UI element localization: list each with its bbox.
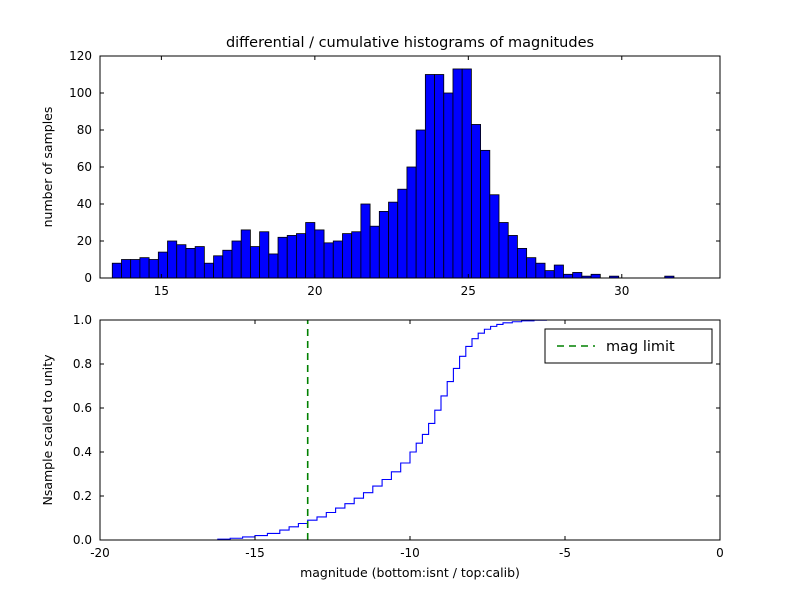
histogram-bar <box>507 235 518 279</box>
histogram-bar <box>323 242 334 279</box>
cumulative-step-line <box>100 319 720 541</box>
y-tick-label: 40 <box>77 197 92 211</box>
x-tick-label: -20 <box>90 546 110 560</box>
histogram-bar <box>231 240 242 279</box>
histogram-bar <box>526 257 537 279</box>
x-tick-label: -10 <box>400 546 420 560</box>
histogram-bar <box>388 201 399 279</box>
x-tick-label: 25 <box>461 284 476 298</box>
histogram-bar <box>222 249 233 279</box>
x-tick-label: -5 <box>559 546 571 560</box>
y-tick-label: 100 <box>69 86 92 100</box>
histogram-bar <box>240 229 251 279</box>
histogram-bar <box>176 244 187 279</box>
histogram-bar <box>194 246 205 279</box>
histogram-bar <box>590 273 601 279</box>
histogram-bar <box>369 225 380 279</box>
y-tick-label: 1.0 <box>73 313 92 327</box>
bottom-axes-cumulative-histogram: -20 -15 -10 -5 0 0.0 0.2 0.4 0.6 0.8 1.0 <box>73 313 724 560</box>
histogram-bar <box>296 233 307 279</box>
y-tick-label: 0 <box>84 271 92 285</box>
histogram-bar <box>535 262 546 279</box>
histogram-bar <box>305 222 316 279</box>
histogram-bar <box>443 92 454 279</box>
y-tick-label: 20 <box>77 234 92 248</box>
histogram-bar <box>185 247 196 279</box>
histogram-bar <box>461 68 472 279</box>
histogram-bar <box>470 124 481 279</box>
histogram-bar <box>157 251 168 279</box>
histogram-bar <box>121 259 132 279</box>
histogram-bar <box>259 231 270 279</box>
histogram-bar <box>203 262 214 279</box>
histogram-bar <box>424 74 435 279</box>
top-y-axis-label: number of samples <box>40 107 55 228</box>
y-tick-label: 0.8 <box>73 357 92 371</box>
histogram-bar <box>351 231 362 279</box>
histogram-bar <box>249 246 261 279</box>
histogram-bar <box>360 203 371 279</box>
histogram-bar <box>397 188 408 279</box>
histogram-bar <box>544 270 555 279</box>
histogram-bar <box>415 129 426 279</box>
histogram-bar <box>148 259 159 279</box>
histogram-bar <box>498 222 509 279</box>
x-tick-label: 30 <box>614 284 629 298</box>
y-tick-label: 0.2 <box>73 489 92 503</box>
y-tick-label: 0.6 <box>73 401 92 415</box>
histogram-bar <box>378 210 389 279</box>
legend: mag limit <box>544 328 713 364</box>
y-tick-label: 80 <box>77 123 92 137</box>
histogram-bar <box>314 229 325 279</box>
histogram-bar <box>452 68 463 279</box>
x-axis-label: magnitude (bottom:isnt / top:calib) <box>300 565 520 580</box>
histogram-bar <box>277 236 288 279</box>
y-tick-label: 60 <box>77 160 92 174</box>
histogram-bar <box>572 272 583 279</box>
x-tick-label: 15 <box>154 284 169 298</box>
histogram-bar <box>489 194 500 279</box>
bottom-y-axis-label: Nsample scaled to unity <box>40 354 55 506</box>
x-tick-label: -15 <box>245 546 265 560</box>
histogram-bar <box>517 247 528 279</box>
histogram-bar <box>213 255 224 279</box>
x-tick-label: 0 <box>716 546 724 560</box>
histogram-bar <box>286 235 297 279</box>
y-tick-label: 120 <box>69 49 92 63</box>
histogram-bar <box>167 240 178 279</box>
histogram-bar <box>130 259 141 279</box>
histogram-bar <box>563 273 574 279</box>
histogram-bar <box>332 240 343 279</box>
histogram-bar <box>268 253 279 279</box>
x-tick-label: 20 <box>307 284 322 298</box>
y-tick-label: 0.4 <box>73 445 92 459</box>
histogram-bar <box>434 74 445 279</box>
histogram-bar <box>480 149 491 279</box>
histogram-bar <box>342 233 353 279</box>
histogram-bar <box>406 166 417 279</box>
legend-label: mag limit <box>606 339 675 355</box>
y-tick-label: 0.0 <box>73 533 92 547</box>
chart-title: differential / cumulative histograms of … <box>226 35 594 51</box>
histogram-bar <box>139 257 150 279</box>
top-axes-differential-histogram: 15 20 25 30 0 20 40 60 80 100 120 <box>69 49 721 298</box>
histogram-bar <box>111 262 122 279</box>
histogram-bar <box>553 264 564 279</box>
